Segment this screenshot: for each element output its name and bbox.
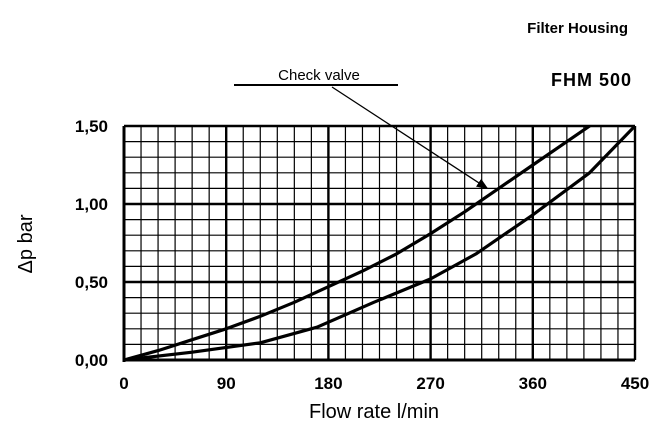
model-label: FHM 500 <box>550 70 632 90</box>
annotation-arrow <box>331 86 489 190</box>
x-tick-label: 450 <box>621 374 649 393</box>
x-tick-label: 0 <box>119 374 128 393</box>
y-axis-title: Δp bar <box>15 214 37 273</box>
series-group <box>124 126 635 360</box>
x-tick-label: 360 <box>519 374 547 393</box>
axes <box>122 126 635 362</box>
y-tick-label: 1,50 <box>75 117 108 136</box>
x-tick-label: 90 <box>217 374 236 393</box>
y-tick-label: 1,00 <box>75 195 108 214</box>
grid <box>122 124 637 362</box>
x-tick-label: 180 <box>314 374 342 393</box>
y-tick-label: 0,00 <box>75 351 108 370</box>
x-tick-label: 270 <box>416 374 444 393</box>
x-axis-title: Flow rate l/min <box>309 401 439 423</box>
series-line-1 <box>124 126 593 360</box>
tick-labels: 0 90 180 270 360 450 0,00 0,50 1,00 1,50 <box>75 117 649 393</box>
series-line-2 <box>124 126 635 360</box>
y-tick-label: 0,50 <box>75 273 108 292</box>
annotation: Check valve <box>234 67 489 190</box>
document-title: Filter Housing <box>527 20 628 37</box>
annotation-label: Check valve <box>278 67 360 84</box>
